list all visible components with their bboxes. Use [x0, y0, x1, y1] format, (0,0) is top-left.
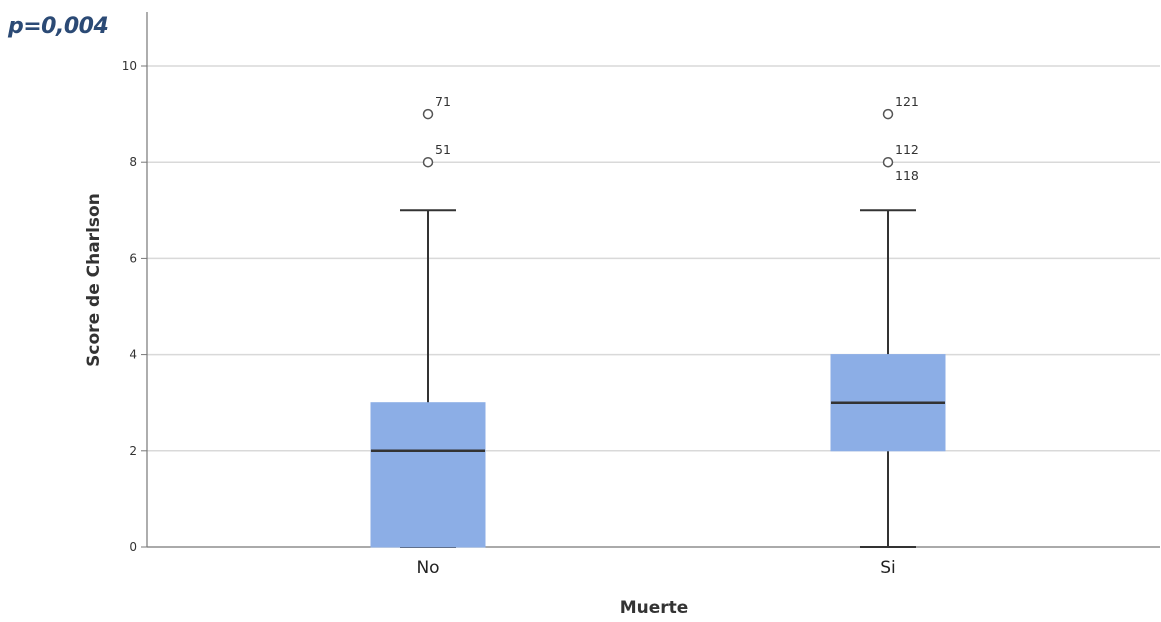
y-axis-title: Score de Charlson: [84, 193, 104, 367]
p-value-annotation: p=0,004: [8, 14, 109, 39]
outlier-label: 118: [895, 168, 919, 183]
outlier-label: 71: [435, 94, 451, 109]
y-tick-label: 2: [129, 444, 137, 458]
box-no: [370, 402, 486, 548]
y-tick-label: 6: [129, 251, 137, 265]
y-tick-label: 0: [129, 540, 137, 554]
outlier-point: [882, 156, 894, 168]
y-tick-label: 4: [129, 348, 137, 362]
outlier-label: 121: [895, 94, 919, 109]
x-tick-label-no: No: [416, 558, 439, 578]
outlier-label: 112: [895, 142, 919, 157]
x-axis-title: Muerte: [620, 598, 689, 618]
outlier-point: [882, 108, 894, 120]
y-tick-label: 8: [129, 155, 137, 169]
outlier-point: [422, 108, 434, 120]
y-tick-label: 10: [122, 59, 137, 73]
outlier-label: 51: [435, 142, 451, 157]
x-tick-label-si: Si: [880, 558, 896, 578]
outlier-point: [422, 156, 434, 168]
